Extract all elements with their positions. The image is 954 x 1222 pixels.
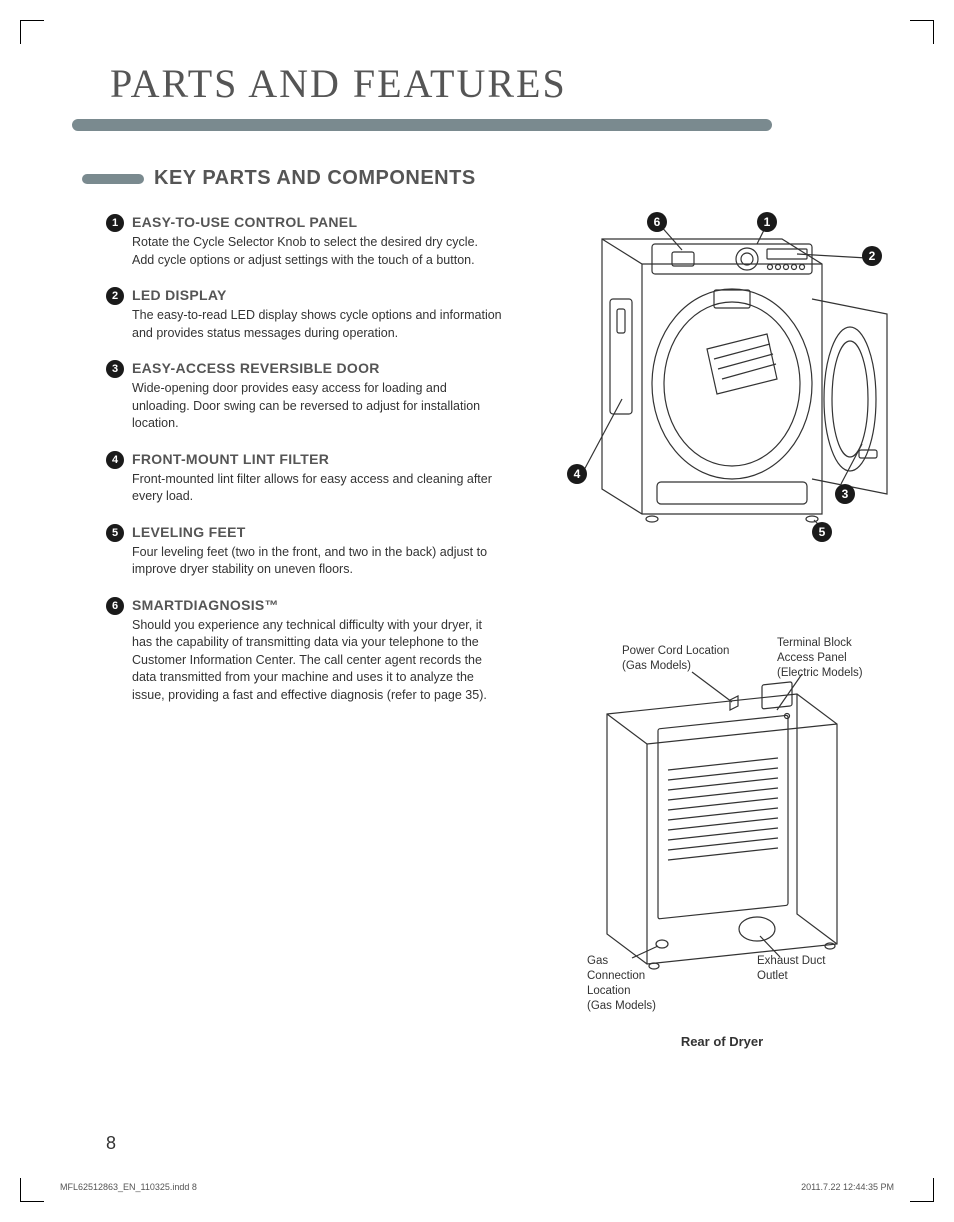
- page-number: 8: [106, 1133, 116, 1154]
- section-pill: [82, 174, 144, 184]
- feature-desc: The easy-to-read LED display shows cycle…: [132, 307, 502, 342]
- feature-desc: Should you experience any technical diff…: [132, 617, 502, 705]
- feature-title: EASY-ACCESS REVERSIBLE DOOR: [132, 360, 502, 376]
- callout-badge: 6: [647, 212, 667, 232]
- feature-item: 4 FRONT-MOUNT LINT FILTER Front-mounted …: [132, 451, 502, 506]
- section-header: KEY PARTS AND COMPONENTS: [82, 167, 894, 190]
- callout-badge: 3: [835, 484, 855, 504]
- crop-mark: [20, 1178, 44, 1202]
- diagram-label-exhaust: Exhaust DuctOutlet: [757, 954, 825, 984]
- feature-desc: Four leveling feet (two in the front, an…: [132, 544, 502, 579]
- crop-mark: [20, 20, 44, 44]
- diagrams-column: 6 1 2 3 4 5: [502, 214, 894, 1074]
- section-title: KEY PARTS AND COMPONENTS: [154, 167, 476, 190]
- number-badge: 1: [106, 214, 124, 232]
- features-column: 1 EASY-TO-USE CONTROL PANEL Rotate the C…: [132, 214, 502, 1074]
- crop-mark: [910, 20, 934, 44]
- diagram-label-gas-connection: GasConnectionLocation(Gas Models): [587, 954, 656, 1014]
- number-badge: 6: [106, 597, 124, 615]
- feature-desc: Wide-opening door provides easy access f…: [132, 380, 502, 433]
- page-title: PARTS AND FEATURES: [110, 60, 894, 107]
- number-badge: 4: [106, 451, 124, 469]
- number-badge: 3: [106, 360, 124, 378]
- number-badge: 5: [106, 524, 124, 542]
- feature-item: 5 LEVELING FEET Four leveling feet (two …: [132, 524, 502, 579]
- rear-of-dryer-caption: Rear of Dryer: [562, 1034, 882, 1049]
- feature-title: EASY-TO-USE CONTROL PANEL: [132, 214, 502, 230]
- crop-mark: [910, 1178, 934, 1202]
- feature-item: 6 SMARTDIAGNOSIS™ Should you experience …: [132, 597, 502, 705]
- feature-title: SMARTDIAGNOSIS™: [132, 597, 502, 613]
- callout-badge: 4: [567, 464, 587, 484]
- feature-title: FRONT-MOUNT LINT FILTER: [132, 451, 502, 467]
- number-badge: 2: [106, 287, 124, 305]
- accent-bar: [72, 119, 772, 131]
- feature-desc: Rotate the Cycle Selector Knob to select…: [132, 234, 502, 269]
- diagram-label-terminal-block: Terminal BlockAccess Panel(Electric Mode…: [777, 636, 863, 681]
- page-content: PARTS AND FEATURES KEY PARTS AND COMPONE…: [60, 60, 894, 1162]
- feature-item: 2 LED DISPLAY The easy-to-read LED displ…: [132, 287, 502, 342]
- feature-item: 1 EASY-TO-USE CONTROL PANEL Rotate the C…: [132, 214, 502, 269]
- feature-title: LEVELING FEET: [132, 524, 502, 540]
- feature-item: 3 EASY-ACCESS REVERSIBLE DOOR Wide-openi…: [132, 360, 502, 433]
- footer-timestamp: 2011.7.22 12:44:35 PM: [801, 1182, 894, 1192]
- footer-filename: MFL62512863_EN_110325.indd 8: [60, 1182, 197, 1192]
- feature-desc: Front-mounted lint filter allows for eas…: [132, 471, 502, 506]
- diagram-label-power-cord: Power Cord Location(Gas Models): [622, 644, 729, 674]
- callout-badge: 5: [812, 522, 832, 542]
- callout-badge: 2: [862, 246, 882, 266]
- dryer-front-diagram: 6 1 2 3 4 5: [532, 204, 892, 544]
- feature-title: LED DISPLAY: [132, 287, 502, 303]
- dryer-rear-diagram: Power Cord Location(Gas Models) Terminal…: [562, 644, 882, 1024]
- callout-badge: 1: [757, 212, 777, 232]
